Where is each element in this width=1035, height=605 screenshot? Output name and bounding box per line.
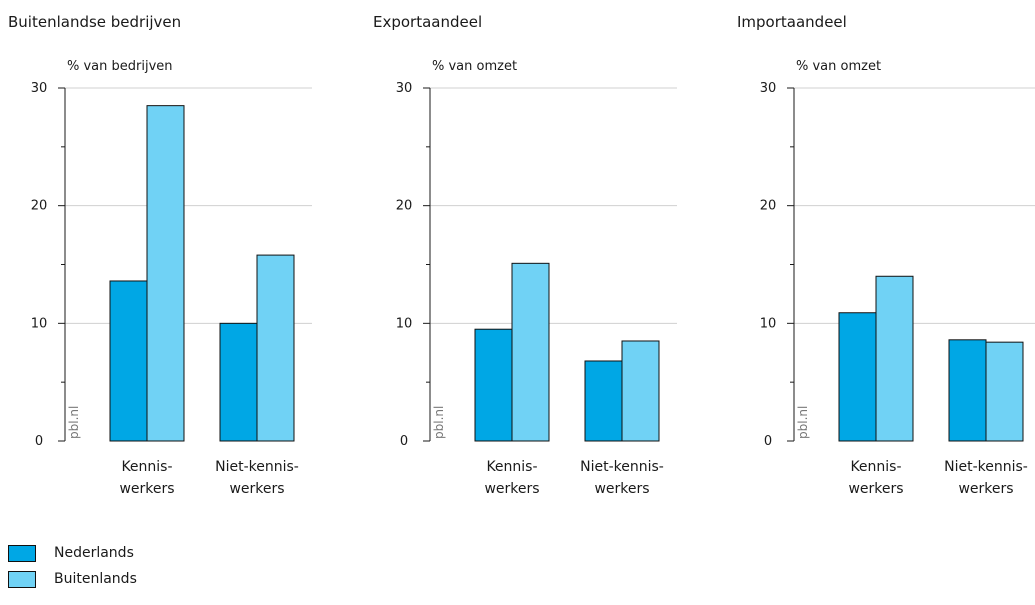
bar-buitenlands xyxy=(146,105,185,442)
bar-buitenlands xyxy=(256,254,295,442)
category-label: werkers xyxy=(594,481,649,497)
y-tick-label: 10 xyxy=(760,316,777,331)
y-tick-label: 30 xyxy=(396,81,413,96)
legend-swatch-nederlands xyxy=(8,544,36,562)
y-axis-label: % van omzet xyxy=(432,59,517,74)
y-tick-label: 0 xyxy=(764,434,772,449)
y-tick-label: 0 xyxy=(35,434,43,449)
category-label: werkers xyxy=(958,481,1013,497)
category-label: Kennis- xyxy=(121,459,172,475)
bar-nederlands xyxy=(948,339,987,442)
y-tick-label: 10 xyxy=(31,316,48,331)
category-label: werkers xyxy=(848,481,903,497)
legend-label: Buitenlands xyxy=(54,571,137,587)
bar-nederlands xyxy=(219,322,258,442)
chart-title: Buitenlandse bedrijven xyxy=(8,13,181,31)
category-label: Kennis- xyxy=(486,459,537,475)
y-tick-label: 10 xyxy=(396,316,413,331)
category-label: Niet-kennis- xyxy=(944,459,1028,475)
bar-nederlands xyxy=(474,328,513,442)
y-tick-label: 20 xyxy=(396,199,413,214)
source-label: pbl.nl xyxy=(796,406,810,439)
y-tick-label: 20 xyxy=(760,199,777,214)
y-axis-label: % van bedrijven xyxy=(67,59,173,74)
bar-buitenlands xyxy=(621,340,660,442)
category-label: Kennis- xyxy=(850,459,901,475)
bar-buitenlands xyxy=(985,341,1024,442)
legend-label: Nederlands xyxy=(54,545,134,561)
legend-item-buitenlands: Buitenlands xyxy=(8,566,137,592)
bar-nederlands xyxy=(584,360,623,442)
source-label: pbl.nl xyxy=(432,406,446,439)
bar-nederlands xyxy=(838,312,877,442)
source-label: pbl.nl xyxy=(67,406,81,439)
category-label: Niet-kennis- xyxy=(580,459,664,475)
category-label: werkers xyxy=(119,481,174,497)
chart-title: Exportaandeel xyxy=(373,13,482,31)
y-tick-label: 0 xyxy=(400,434,408,449)
category-label: Niet-kennis- xyxy=(215,459,299,475)
bar-buitenlands xyxy=(511,262,550,442)
legend-item-nederlands: Nederlands xyxy=(8,540,137,566)
y-tick-label: 30 xyxy=(760,81,777,96)
bar-buitenlands xyxy=(875,275,914,442)
category-label: werkers xyxy=(229,481,284,497)
legend: Nederlands Buitenlands xyxy=(8,540,137,592)
y-axis-label: % van omzet xyxy=(796,59,881,74)
y-tick-label: 30 xyxy=(31,81,48,96)
y-tick-label: 20 xyxy=(31,199,48,214)
bar-nederlands xyxy=(109,280,148,442)
legend-swatch-buitenlands xyxy=(8,570,36,588)
category-label: werkers xyxy=(484,481,539,497)
chart-title: Importaandeel xyxy=(737,13,847,31)
